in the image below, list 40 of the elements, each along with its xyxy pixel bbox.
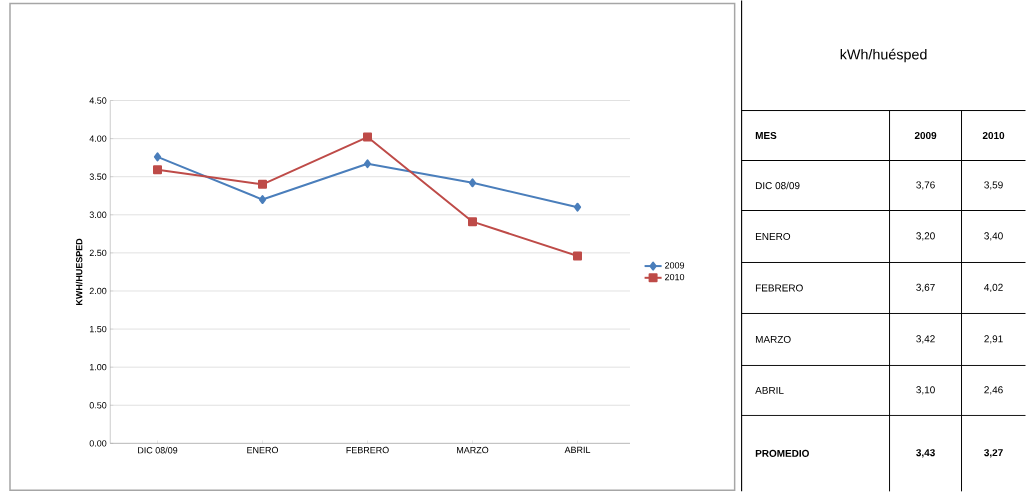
x-tick-label: ENERO [247, 446, 279, 454]
y-tick-label: 1.00 [89, 364, 107, 371]
text: 3,76 [916, 181, 935, 190]
text: PROMEDIO [755, 449, 809, 457]
y-tick-label: 0.00 [89, 440, 107, 447]
legend-label: 2009 [665, 262, 685, 269]
text: 2010 [982, 132, 1005, 140]
text: 3,42 [916, 335, 935, 344]
y-tick-label: 2.50 [89, 249, 107, 257]
text: 3,59 [984, 181, 1003, 190]
text: MES [755, 132, 777, 140]
x-tick-label: FEBRERO [346, 446, 389, 454]
y-tick-label: 3.50 [89, 173, 107, 180]
y-tick-label: 2.00 [89, 287, 107, 295]
text: 3,67 [916, 283, 935, 293]
text: kWh/huésped [840, 48, 927, 63]
text: 3,40 [984, 232, 1003, 241]
text: 3,43 [916, 449, 935, 458]
text: 2,46 [984, 386, 1003, 395]
category-label: FEBRERO [755, 284, 803, 292]
y-tick-label: 0.50 [89, 402, 107, 409]
text: 4,02 [984, 283, 1003, 293]
x-tick-label: ABRIL [564, 446, 591, 454]
category-label: ABRIL [755, 386, 784, 394]
y-tick-label: 4.50 [89, 97, 107, 104]
text: 3,10 [916, 386, 935, 395]
text: 3,27 [984, 449, 1003, 458]
category-label: MARZO [755, 335, 791, 343]
text: 2009 [914, 132, 937, 140]
x-tick-label: DIC 08/09 [138, 446, 178, 454]
legend-label: 2010 [665, 273, 685, 281]
y-tick-label: 3.00 [89, 211, 107, 218]
y-tick-label: 1.50 [89, 325, 107, 333]
x-tick-label: MARZO [457, 446, 489, 454]
y-tick-label: 4.00 [89, 135, 107, 142]
text: 2,91 [984, 335, 1003, 344]
category-label: ENERO [755, 232, 791, 241]
category-label: DIC 08/09 [755, 181, 800, 190]
text: 3,20 [916, 232, 935, 241]
y-axis-title: KWH/HUESPED [75, 238, 83, 305]
